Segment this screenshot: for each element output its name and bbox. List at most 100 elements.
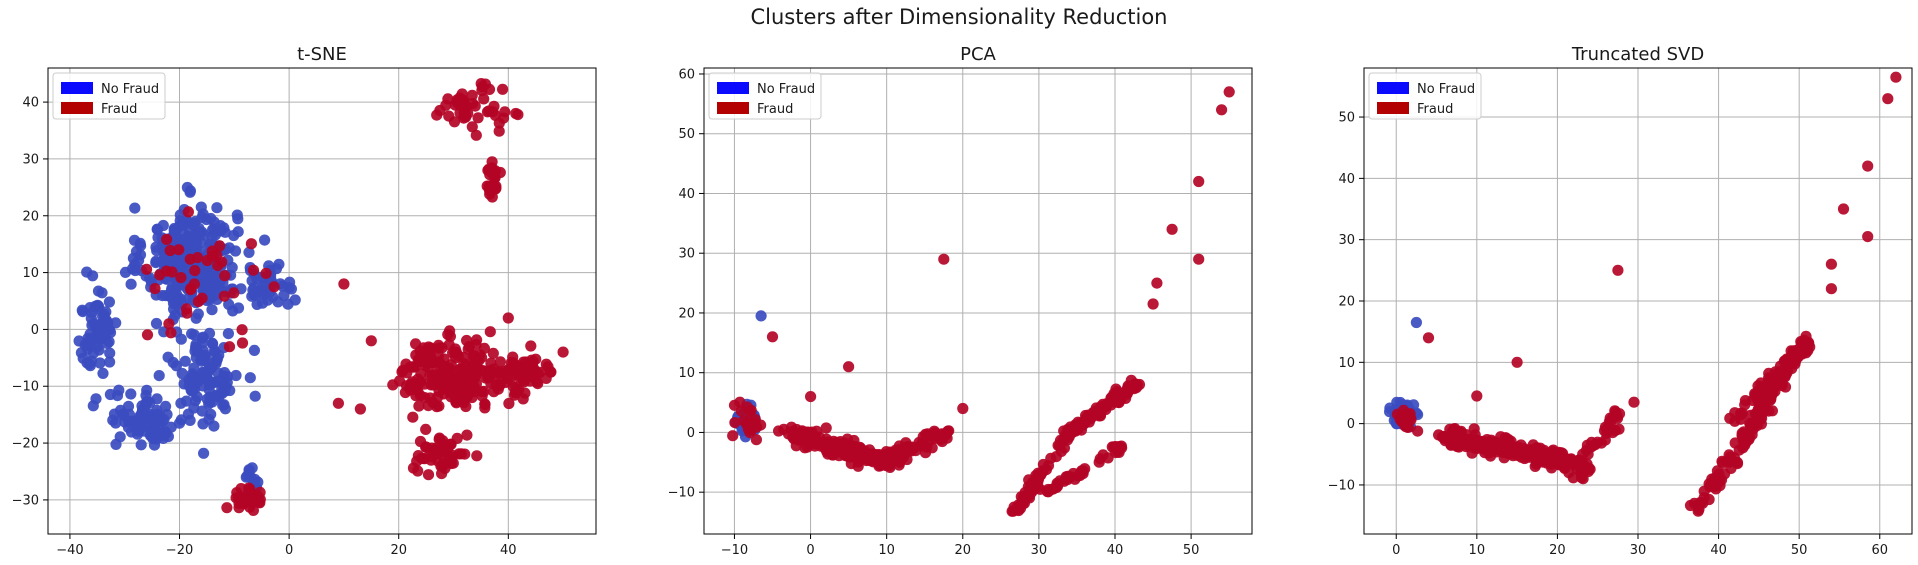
no-fraud-point [87, 400, 99, 412]
fraud-point [525, 340, 537, 352]
legend-label: Fraud [1417, 102, 1453, 117]
y-tick-label: 30 [678, 247, 695, 262]
fraud-point [185, 283, 197, 295]
tsne-plot: t-SNE −40 −20 0 20 40 −30 −20 −10 0 10 20 30 40 No Fra… [12, 44, 597, 558]
fraud-point [487, 347, 499, 359]
no-fraud-point [152, 231, 164, 244]
no-fraud-point [110, 438, 122, 450]
x-tick-label: −40 [56, 543, 83, 558]
fraud-point [751, 421, 763, 433]
fraud-point [173, 244, 185, 256]
legend-swatch-no-fraud [1377, 82, 1409, 94]
no-fraud-point [249, 390, 261, 402]
fraud-point [1613, 423, 1625, 435]
fraud-point [1396, 416, 1408, 428]
fraud-point [426, 369, 438, 381]
legend-label: No Fraud [101, 82, 159, 97]
fraud-point [442, 328, 454, 341]
y-tick-label: −20 [12, 437, 39, 452]
svd-legend: No Fraud Fraud [1368, 72, 1482, 120]
legend-label: No Fraud [1417, 82, 1475, 97]
no-fraud-point [104, 388, 116, 401]
y-tick-label: 0 [31, 323, 39, 338]
fraud-point [1729, 437, 1741, 449]
fraud-point [245, 238, 257, 250]
no-fraud-point [1410, 316, 1422, 329]
fraud-point [396, 366, 408, 378]
fraud-point [1882, 93, 1894, 105]
fraud-point [750, 434, 762, 446]
fraud-point [490, 182, 502, 194]
fraud-point [472, 112, 484, 124]
fraud-point [414, 345, 426, 357]
y-tick-label: 40 [22, 96, 39, 111]
fraud-point [192, 252, 204, 264]
fraud-point [432, 447, 444, 459]
fraud-point [1147, 298, 1159, 310]
no-fraud-point [244, 372, 256, 384]
no-fraud-point [198, 229, 210, 241]
fraud-point [462, 343, 474, 355]
no-fraud-point [184, 414, 196, 426]
fraud-point [365, 335, 377, 347]
fraud-point [445, 438, 457, 450]
fraud-point [854, 451, 866, 463]
no-fraud-point [104, 347, 116, 359]
fraud-point [444, 372, 456, 384]
fraud-point [1796, 348, 1808, 360]
y-tick-label: 10 [1338, 356, 1355, 371]
y-tick-label: 40 [1338, 172, 1355, 187]
fraud-point [141, 329, 154, 341]
fraud-point [843, 361, 855, 373]
fraud-point [518, 376, 530, 388]
fraud-point [496, 373, 508, 385]
x-tick-label: 60 [1871, 543, 1888, 558]
fraud-point [1825, 258, 1837, 270]
fraud-point [478, 93, 490, 105]
x-tick-label: 20 [955, 543, 972, 558]
truncated-svd-plot: Truncated SVD 0 10 20 30 40 50 60 −10 0 10 20 30 40 50… [1328, 44, 1913, 558]
fraud-point [182, 206, 194, 218]
no-fraud-point [125, 388, 137, 400]
fraud-point [1778, 355, 1790, 367]
x-tick-label: −20 [166, 543, 193, 558]
fraud-point [1862, 160, 1874, 172]
fraud-point [1890, 71, 1902, 83]
x-tick-label: 40 [1710, 543, 1727, 558]
no-fraud-point [177, 234, 189, 246]
fraud-point [919, 447, 932, 459]
no-fraud-point [196, 405, 208, 417]
fraud-point [163, 318, 175, 330]
fraud-point [766, 331, 779, 343]
fraud-point [1166, 223, 1178, 235]
fraud-point [469, 366, 481, 378]
y-tick-label: −30 [12, 493, 39, 508]
pca-axes-frame [703, 67, 1253, 535]
no-fraud-point [133, 254, 145, 266]
y-tick-label: 50 [678, 127, 695, 142]
no-fraud-point [107, 414, 119, 426]
tsne-title: t-SNE [297, 44, 347, 65]
no-fraud-point [151, 223, 164, 235]
no-fraud-point [208, 420, 220, 432]
no-fraud-point [168, 303, 180, 315]
fraud-point [236, 337, 249, 349]
fraud-point [519, 387, 531, 399]
fraud-point [422, 469, 435, 481]
y-tick-label: 20 [678, 306, 695, 321]
no-fraud-point [755, 310, 767, 322]
no-fraud-point [129, 202, 141, 214]
no-fraud-point [153, 370, 165, 382]
fraud-point [873, 458, 885, 470]
no-fraud-point [206, 304, 218, 316]
no-fraud-point [103, 296, 115, 308]
fraud-point [503, 397, 515, 410]
fraud-point [481, 106, 494, 118]
fraud-point [1552, 458, 1565, 470]
fraud-point [228, 287, 240, 299]
fraud-point [457, 351, 470, 363]
no-fraud-point [207, 377, 219, 389]
no-fraud-point [278, 289, 290, 301]
fraud-point [1032, 481, 1044, 493]
fraud-point [461, 429, 473, 441]
